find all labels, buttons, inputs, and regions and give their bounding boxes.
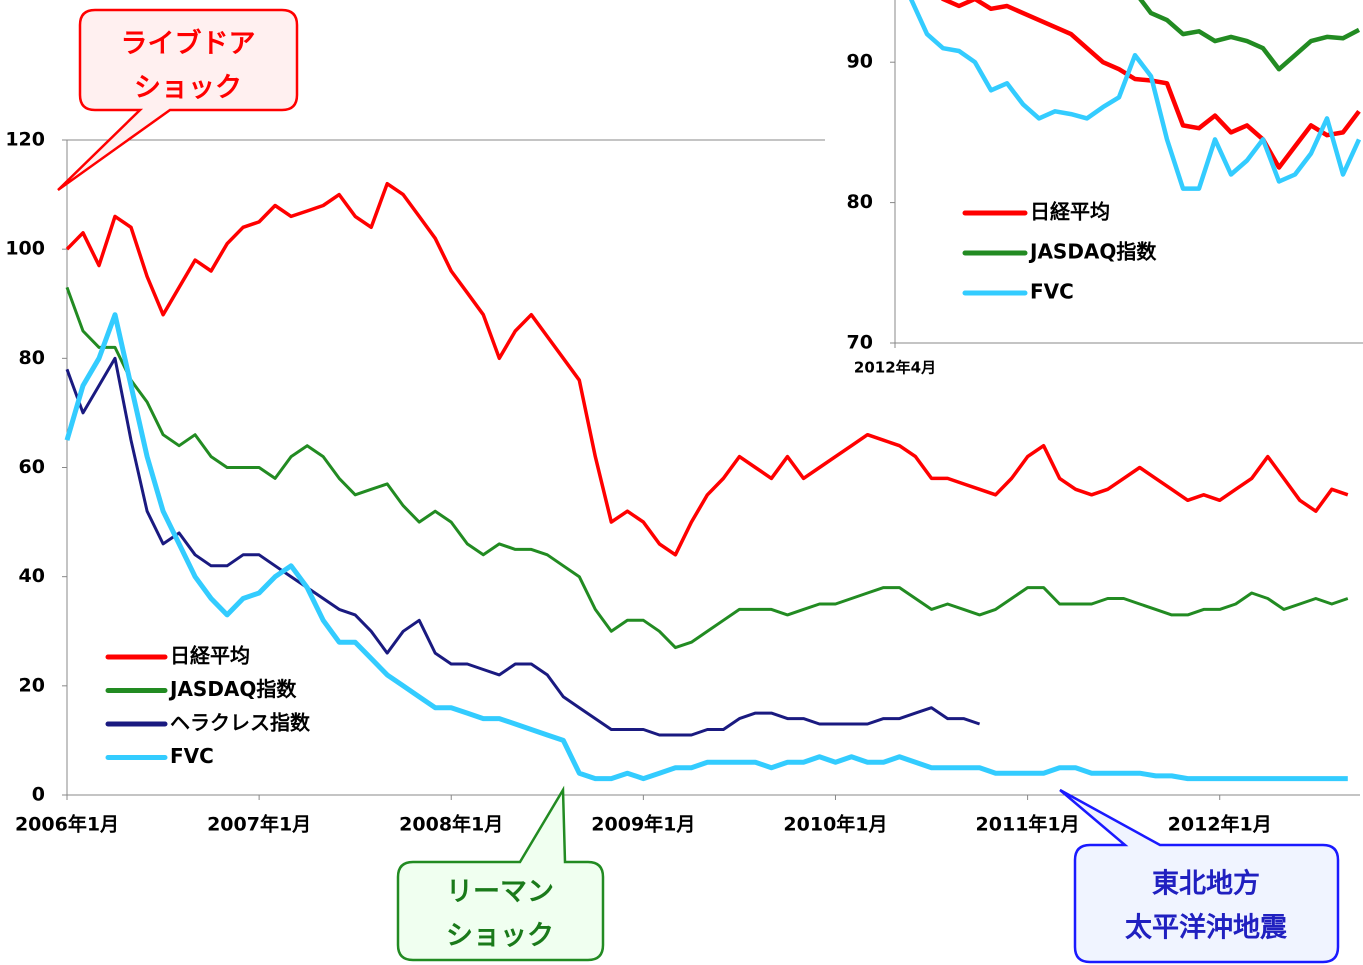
annotation: 太平洋沖地震: [1125, 912, 1288, 944]
annotation: 東北地方: [1152, 868, 1260, 900]
y-tick-label: 0: [32, 784, 45, 806]
data-line: [64, 312, 1348, 782]
callout-shape: [57, 8, 299, 192]
x-tick-label: 2012年4月: [854, 359, 936, 377]
x-tick-label: 2007年1月: [207, 813, 311, 836]
annotation: リーマン: [446, 877, 554, 908]
data-line: [908, 0, 1362, 191]
data-line: [65, 356, 981, 737]
callout-shape: [1059, 788, 1340, 964]
inset-background: [825, 0, 1363, 385]
legend-label: JASDAQ指数: [1028, 240, 1157, 264]
legend-label: FVC: [170, 744, 214, 768]
annotation: ライブドア: [121, 28, 256, 60]
legend-label: 日経平均: [1030, 200, 1110, 224]
x-tick-label: 2012年1月: [1168, 813, 1272, 836]
x-tick-label: 2008年1月: [399, 813, 503, 836]
y-tick-label: 60: [19, 456, 45, 478]
x-tick-label: 2006年1月: [15, 813, 119, 836]
legend-label: FVC: [1030, 280, 1074, 304]
y-tick-label: 20: [19, 674, 45, 696]
y-tick-label: 80: [847, 191, 873, 213]
annotation: ショック: [446, 921, 554, 952]
inset-chart: 70 80 90 2012年4月 日経平均 JASDAQ指数 FVC: [825, 0, 1363, 385]
y-tick-label: 40: [19, 565, 45, 587]
legend-label: JASDAQ指数: [168, 677, 297, 701]
x-tick-label: 2011年1月: [976, 813, 1080, 836]
y-tick-label: 120: [5, 129, 45, 151]
main-chart: 0 20 40 60 80 100 120 2006年1月 2007年1月 2008年1月 2009…: [5, 129, 1360, 836]
callout-shape: [396, 785, 605, 962]
legend-label: ヘラクレス指数: [170, 711, 311, 735]
data-line: [65, 181, 1349, 557]
x-tick-label: 2009年1月: [591, 813, 695, 836]
y-tick-label: 80: [19, 347, 45, 369]
data-line: [65, 286, 1349, 650]
y-tick-label: 100: [5, 238, 45, 260]
legend-label: 日経平均: [170, 644, 250, 668]
y-tick-label: 90: [847, 51, 873, 73]
data-line: [1138, 0, 1361, 72]
annotation: ショック: [134, 73, 242, 104]
x-tick-label: 2010年1月: [783, 813, 887, 836]
y-tick-label: 70: [847, 332, 873, 354]
